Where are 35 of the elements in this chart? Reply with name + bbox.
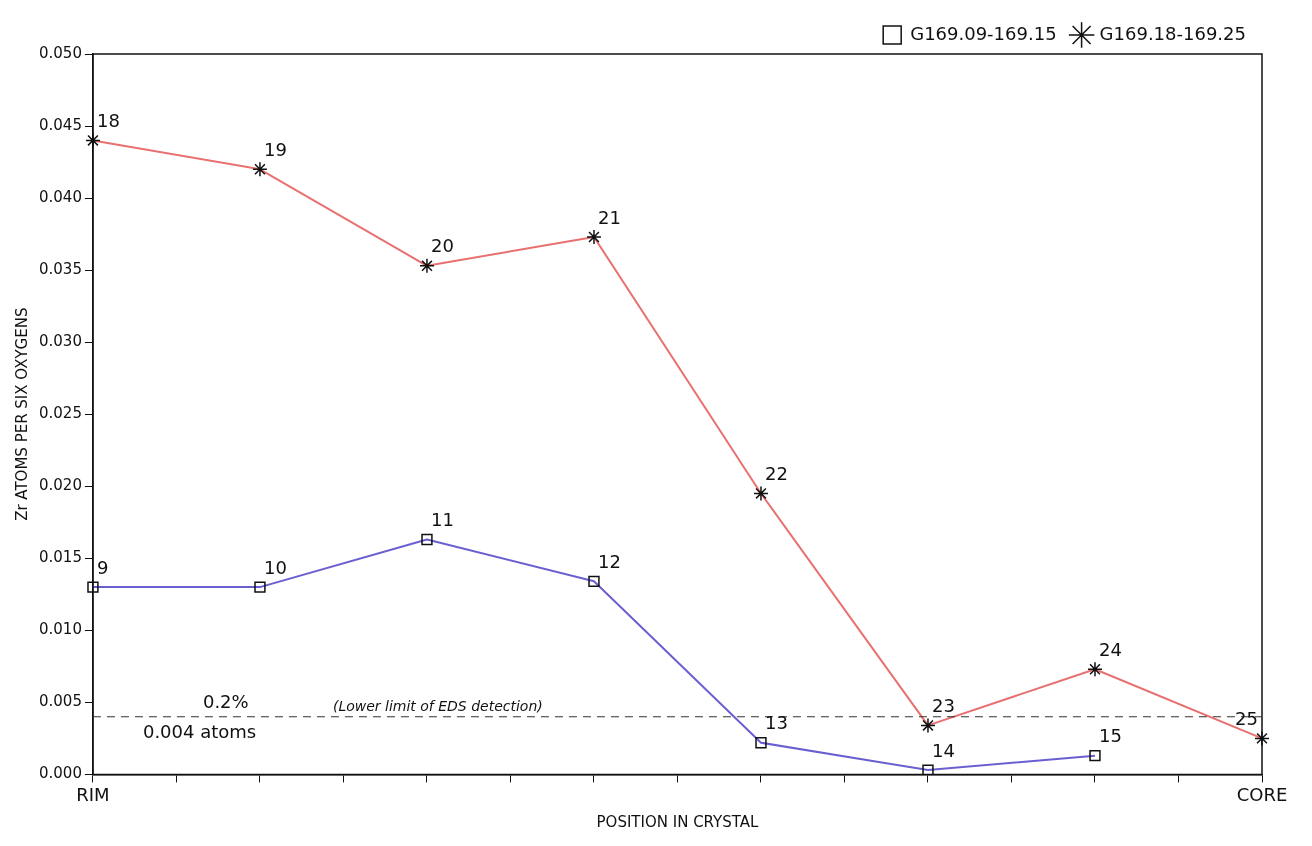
annotation: 24 bbox=[1098, 638, 1122, 660]
y-tick-label: 0.040 bbox=[38, 187, 82, 206]
y-tick-label: 0.035 bbox=[38, 260, 82, 279]
ref-line-label: 0.004 atoms bbox=[142, 721, 257, 743]
legend-label: G169.09-169.15 bbox=[910, 22, 1057, 44]
annotation: 18 bbox=[96, 110, 120, 132]
y-tick-label: 0.020 bbox=[38, 476, 82, 495]
annotation: 25 bbox=[1235, 708, 1258, 730]
annotation: 20 bbox=[430, 235, 454, 257]
annotation: 0.2% bbox=[202, 691, 249, 713]
x-tick-label: CORE bbox=[1236, 783, 1288, 805]
y-tick-label: 0.025 bbox=[38, 404, 82, 423]
annotation: 15 bbox=[1098, 725, 1122, 747]
annotation: 13 bbox=[764, 712, 788, 734]
legend-label: G169.18-169.25 bbox=[1099, 22, 1247, 44]
x-axis-title: POSITION IN CRYSTAL bbox=[596, 812, 760, 831]
y-axis-title: Zr ATOMS PER SIX OXYGENS bbox=[12, 307, 31, 521]
annotation: 23 bbox=[931, 695, 955, 717]
y-tick-label: 0.015 bbox=[38, 548, 82, 567]
y-tick-label: 0.010 bbox=[38, 620, 82, 639]
y-tick-label: 0.045 bbox=[38, 115, 82, 134]
annotation: 22 bbox=[764, 463, 788, 485]
annotation: (Lower limit of EDS detection) bbox=[332, 698, 543, 715]
annotation: 12 bbox=[597, 551, 621, 572]
annotation: 9 bbox=[96, 556, 109, 578]
annotation: 21 bbox=[597, 206, 621, 228]
y-tick-label: 0.000 bbox=[38, 764, 82, 783]
annotation: 11 bbox=[430, 509, 454, 531]
annotation: 10 bbox=[263, 556, 287, 578]
y-tick-label: 0.005 bbox=[38, 692, 82, 711]
annotation: 14 bbox=[931, 739, 955, 761]
y-tick-label: 0.050 bbox=[38, 43, 82, 62]
x-tick-label: RIM bbox=[76, 783, 110, 805]
y-tick-label: 0.030 bbox=[38, 332, 82, 351]
annotation: 19 bbox=[263, 138, 287, 160]
